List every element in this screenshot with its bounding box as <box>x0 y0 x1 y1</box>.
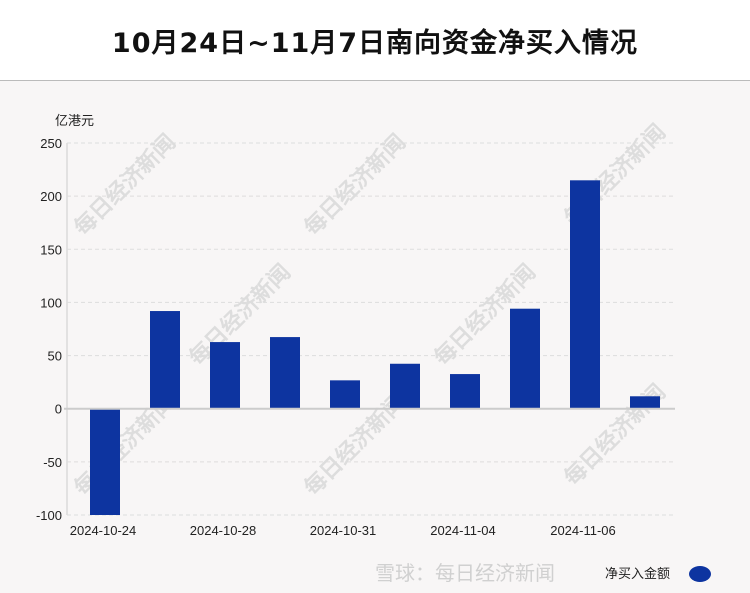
bar-2024-11-06 <box>570 180 600 409</box>
y-tick-label: 150 <box>40 242 62 257</box>
bar-2024-10-25 <box>150 311 180 409</box>
footer-watermark: 雪球：每日经济新闻 <box>375 561 555 585</box>
legend-swatch <box>689 566 711 582</box>
y-tick-label: 250 <box>40 136 62 151</box>
x-tick-label: 2024-10-24 <box>70 523 137 538</box>
bar-2024-10-29 <box>270 337 300 409</box>
y-tick-label: 50 <box>48 349 62 364</box>
chart-title: 10月24日~11月7日南向资金净买入情况 <box>111 27 639 59</box>
bar-2024-10-28 <box>210 342 240 409</box>
y-tick-label: 200 <box>40 189 62 204</box>
x-tick-label: 2024-10-28 <box>190 523 257 538</box>
x-tick-label: 2024-11-06 <box>550 523 616 538</box>
bar-2024-11-01 <box>390 363 420 409</box>
legend-label: 净买入金额 <box>605 566 670 582</box>
x-tick-label: 2024-11-04 <box>430 523 496 538</box>
y-tick-label: 100 <box>40 295 62 310</box>
bar-2024-11-07 <box>630 396 660 409</box>
bar-2024-11-05 <box>510 308 540 409</box>
y-tick-label: -50 <box>43 455 62 470</box>
watermark: 每日经济新闻 <box>299 129 411 241</box>
x-tick-label: 2024-10-31 <box>310 523 377 538</box>
bar-2024-10-24 <box>90 408 120 515</box>
y-tick-label: 0 <box>55 402 62 417</box>
bar-2024-10-31 <box>330 380 360 409</box>
title-bar: 10月24日~11月7日南向资金净买入情况 <box>0 0 750 81</box>
watermark: 每日经济新闻 <box>69 129 181 241</box>
bar-2024-11-04 <box>450 374 480 409</box>
y-tick-label: -100 <box>36 508 62 523</box>
y-axis-label: 亿港元 <box>55 113 94 128</box>
